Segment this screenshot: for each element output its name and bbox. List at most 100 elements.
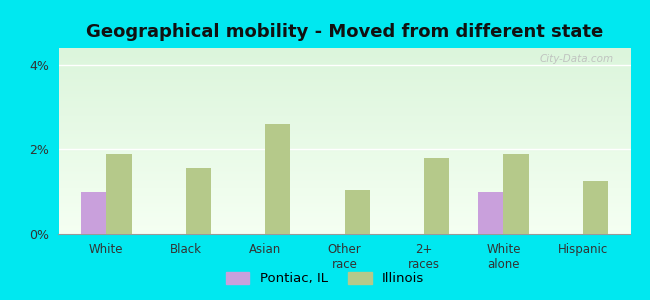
Bar: [58, 212, 630, 213]
Bar: [58, 83, 630, 84]
Bar: [58, 58, 630, 59]
Bar: [58, 146, 630, 147]
Bar: [58, 184, 630, 185]
Bar: [58, 100, 630, 101]
Bar: [58, 52, 630, 53]
Bar: [58, 233, 630, 234]
Bar: [58, 98, 630, 99]
Bar: [58, 87, 630, 88]
Bar: [58, 78, 630, 79]
Bar: [58, 209, 630, 210]
Bar: [58, 135, 630, 136]
Bar: [344, 190, 370, 234]
Bar: [58, 53, 630, 54]
Bar: [58, 89, 630, 90]
Bar: [58, 137, 630, 138]
Bar: [186, 169, 211, 234]
Bar: [58, 147, 630, 148]
Bar: [58, 55, 630, 56]
Bar: [58, 80, 630, 82]
Bar: [58, 160, 630, 161]
Bar: [58, 221, 630, 222]
Bar: [58, 72, 630, 73]
Bar: [58, 110, 630, 111]
Bar: [58, 71, 630, 72]
Bar: [58, 129, 630, 130]
Bar: [58, 180, 630, 181]
Bar: [58, 196, 630, 197]
Bar: [58, 229, 630, 230]
Bar: [58, 148, 630, 149]
Bar: [503, 154, 529, 234]
Bar: [58, 111, 630, 112]
Bar: [58, 179, 630, 180]
Bar: [58, 195, 630, 196]
Bar: [58, 107, 630, 108]
Bar: [58, 213, 630, 214]
Bar: [58, 73, 630, 74]
Bar: [58, 210, 630, 211]
Bar: [58, 222, 630, 223]
Bar: [58, 79, 630, 80]
Bar: [58, 228, 630, 229]
Bar: [58, 230, 630, 231]
Bar: [58, 117, 630, 118]
Bar: [58, 103, 630, 104]
Bar: [58, 191, 630, 192]
Bar: [58, 104, 630, 105]
Bar: [58, 77, 630, 78]
Bar: [58, 76, 630, 77]
Bar: [58, 48, 630, 49]
Bar: [58, 154, 630, 155]
Bar: [58, 68, 630, 69]
Bar: [58, 171, 630, 172]
Bar: [58, 152, 630, 153]
Bar: [58, 202, 630, 203]
Bar: [58, 203, 630, 204]
Bar: [58, 50, 630, 51]
Bar: [58, 90, 630, 91]
Bar: [58, 69, 630, 70]
Bar: [58, 121, 630, 122]
Bar: [58, 189, 630, 190]
Bar: [58, 56, 630, 57]
Bar: [58, 144, 630, 145]
Bar: [424, 158, 449, 234]
Bar: [265, 124, 291, 234]
Bar: [58, 185, 630, 186]
Bar: [58, 74, 630, 75]
Bar: [58, 188, 630, 189]
Bar: [58, 150, 630, 151]
Bar: [58, 166, 630, 167]
Bar: [58, 225, 630, 226]
Bar: [58, 116, 630, 117]
Bar: [58, 128, 630, 129]
Bar: [58, 193, 630, 194]
Bar: [58, 170, 630, 171]
Bar: [58, 157, 630, 158]
Bar: [58, 119, 630, 120]
Bar: [58, 60, 630, 61]
Bar: [58, 134, 630, 135]
Bar: [58, 70, 630, 71]
Bar: [58, 217, 630, 218]
Bar: [58, 125, 630, 126]
Bar: [583, 181, 608, 234]
Bar: [58, 138, 630, 139]
Bar: [58, 182, 630, 183]
Bar: [58, 192, 630, 193]
Bar: [58, 223, 630, 224]
Bar: [58, 64, 630, 65]
Bar: [58, 108, 630, 110]
Bar: [58, 96, 630, 97]
Bar: [58, 88, 630, 89]
Bar: [58, 215, 630, 216]
Bar: [58, 176, 630, 177]
Bar: [58, 145, 630, 146]
Bar: [58, 186, 630, 187]
Bar: [58, 214, 630, 215]
Bar: [58, 164, 630, 165]
Bar: [58, 57, 630, 58]
Bar: [58, 172, 630, 173]
Bar: [58, 131, 630, 132]
